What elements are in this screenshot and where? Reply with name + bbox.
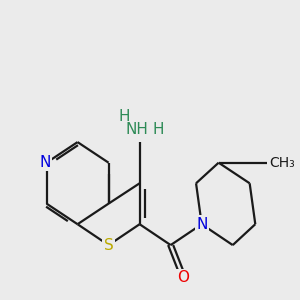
Text: S: S	[104, 238, 113, 253]
Text: N: N	[39, 155, 51, 170]
Text: NH: NH	[125, 122, 148, 137]
Text: N: N	[196, 217, 207, 232]
Text: H: H	[118, 109, 130, 124]
Text: O: O	[177, 270, 189, 285]
Text: CH₃: CH₃	[269, 156, 295, 170]
Text: H: H	[152, 122, 164, 137]
